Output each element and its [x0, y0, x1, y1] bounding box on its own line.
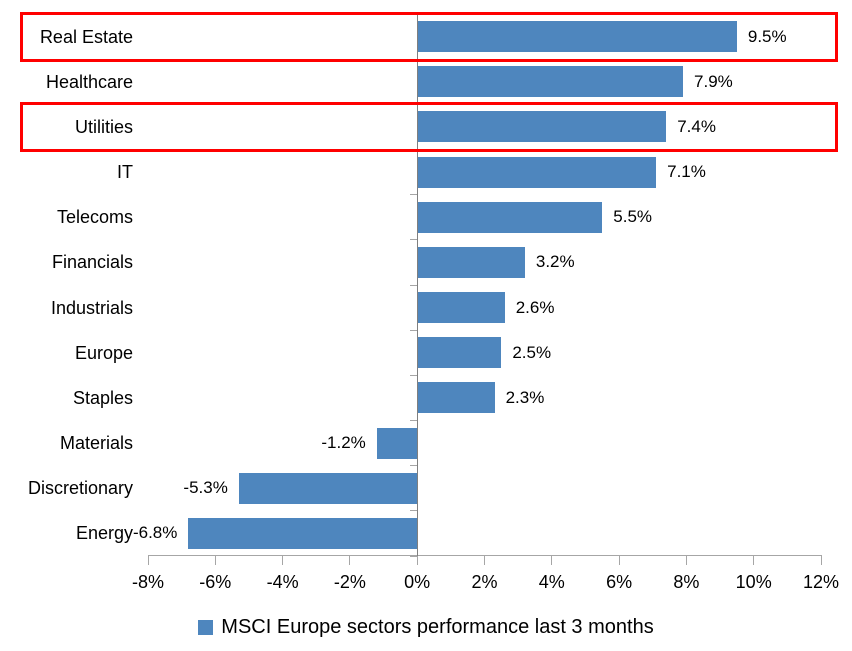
x-axis-tick: [282, 556, 284, 565]
x-axis-tick-label: -2%: [333, 572, 366, 592]
bar-utilities: [417, 111, 667, 143]
x-axis-tick: [214, 556, 216, 565]
category-label: Healthcare: [45, 71, 133, 92]
category-axis-tick: [410, 194, 418, 196]
category-label: Telecoms: [56, 207, 133, 228]
bar-healthcare: [417, 66, 684, 98]
x-axis-tick-label: 4%: [538, 572, 565, 592]
bar-financials: [417, 246, 525, 278]
category-axis-tick: [410, 374, 418, 376]
value-axis-line: [148, 555, 822, 556]
category-label: Utilities: [74, 116, 133, 137]
category-axis-tick: [410, 329, 418, 331]
legend: MSCI Europe sectors performance last 3 m…: [0, 612, 852, 642]
category-label: Discretionary: [27, 478, 133, 499]
bar-real-estate: [417, 21, 737, 53]
category-axis-tick: [410, 465, 418, 467]
bar-it: [417, 156, 657, 188]
x-axis-tick: [484, 556, 485, 565]
x-axis-tick-label: -4%: [266, 572, 299, 592]
category-label: Energy: [75, 523, 133, 544]
value-label: 2.6%: [515, 297, 555, 317]
x-axis-tick: [147, 556, 149, 565]
x-axis-tick-label: 0%: [404, 572, 431, 592]
x-axis-tick-label: 2%: [471, 572, 498, 592]
bar-industrials: [417, 292, 505, 324]
category-label: Real Estate: [39, 26, 133, 47]
category-label: Materials: [59, 433, 133, 454]
legend-swatch: [198, 619, 214, 635]
category-label: Financials: [51, 252, 133, 273]
value-label: 7.4%: [677, 116, 716, 136]
value-label: -1.2%: [321, 433, 366, 453]
x-axis-tick: [551, 556, 553, 565]
category-axis-tick: [410, 555, 418, 557]
x-axis-tick: [416, 556, 418, 565]
x-axis-tick-label: 6%: [606, 572, 633, 592]
x-axis-tick-label: 10%: [735, 572, 772, 592]
category-label: Industrials: [50, 297, 133, 318]
value-label: 2.5%: [512, 342, 552, 362]
category-label: IT: [117, 162, 133, 183]
value-label: 5.5%: [613, 207, 653, 227]
category-axis-tick: [410, 284, 418, 286]
legend-label: MSCI Europe sectors performance last 3 m…: [221, 615, 654, 638]
highlight-box-real-estate: [20, 11, 838, 62]
bar-discretionary: [238, 472, 418, 504]
value-label: 7.1%: [667, 162, 706, 182]
category-label: Staples: [72, 387, 133, 408]
category-axis-tick: [410, 420, 418, 421]
value-label: 3.2%: [535, 252, 575, 272]
bar-energy: [188, 517, 418, 549]
x-axis-tick-label: 8%: [673, 572, 700, 592]
category-label: Europe: [74, 342, 133, 363]
zero-line: [416, 13, 418, 565]
highlight-box-utilities: [20, 101, 838, 152]
x-axis-tick-label: -6%: [199, 572, 232, 592]
value-label: -6.8%: [132, 523, 178, 543]
x-axis-tick: [820, 556, 822, 565]
x-axis-tick-label: -8%: [131, 572, 164, 592]
x-axis-tick-label: 12%: [802, 572, 840, 592]
bar-staples: [417, 382, 495, 414]
value-label: 7.9%: [694, 71, 733, 91]
x-axis-tick: [685, 556, 687, 565]
category-axis-tick: [410, 510, 418, 512]
value-label: 9.5%: [747, 26, 787, 46]
x-axis-tick: [753, 556, 755, 565]
x-axis-tick: [349, 556, 351, 565]
bar-europe: [417, 337, 502, 369]
bar-materials: [376, 427, 418, 459]
category-axis-tick: [410, 239, 418, 241]
value-label: 2.3%: [505, 387, 545, 407]
x-axis-tick: [618, 556, 620, 565]
bar-telecoms: [417, 201, 603, 233]
value-label: -5.3%: [183, 478, 228, 498]
